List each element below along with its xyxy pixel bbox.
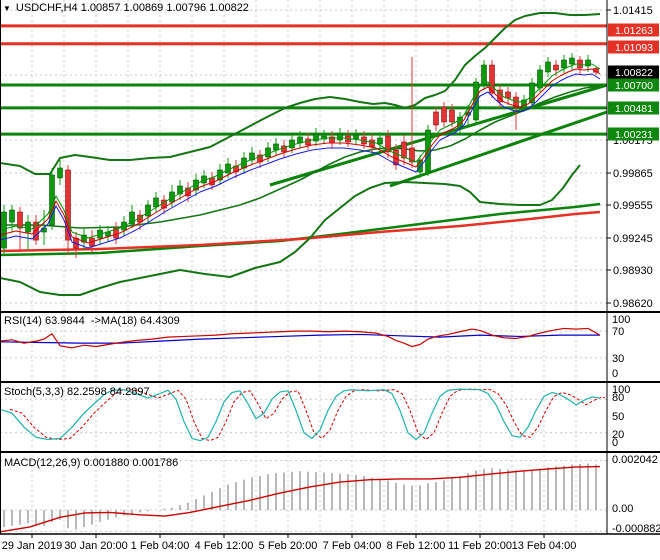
candle: [553, 64, 559, 71]
svg-text:50: 50: [612, 411, 624, 423]
macd-indicator-label: MACD(12,26,9) 0.001880 0.001786: [4, 457, 179, 469]
svg-text:0.98620: 0.98620: [613, 298, 653, 310]
candle: [561, 59, 567, 69]
candle: [17, 211, 23, 229]
candle: [193, 179, 199, 191]
svg-text:1.00822: 1.00822: [615, 67, 653, 79]
svg-text:30 Jan 20:00: 30 Jan 20:00: [64, 540, 128, 552]
candle: [1, 211, 7, 249]
candle: [353, 134, 359, 140]
candle: [585, 59, 591, 67]
price-badge-current: [608, 65, 659, 79]
svg-text:0: 0: [612, 437, 618, 449]
stoch-indicator-label: Stoch(5,3,3) 82.2598 84.2897: [4, 386, 150, 398]
candle: [153, 197, 159, 208]
svg-text:7 Feb 04:00: 7 Feb 04:00: [323, 540, 382, 552]
svg-text:80: 80: [612, 392, 624, 404]
symbol-title-bar: ▼ USDCHF,H4 1.00857 1.00869 1.00796 1.00…: [3, 2, 249, 15]
svg-text:1.01415: 1.01415: [613, 5, 653, 17]
candle: [505, 91, 511, 99]
candle: [337, 133, 343, 141]
candle: [481, 64, 487, 86]
candle: [129, 211, 135, 225]
candle: [537, 69, 543, 89]
candle: [25, 221, 31, 233]
rsi-panel: [0, 327, 601, 349]
candle: [433, 111, 439, 126]
slow-moving-averages: [0, 202, 601, 257]
svg-text:13 Feb 04:00: 13 Feb 04:00: [512, 540, 577, 552]
stoch-panel: [0, 388, 606, 442]
price-badge-resistance: [608, 23, 659, 37]
fast-moving-averages: [0, 63, 601, 249]
price-axis: 1.014151.001750.998650.995550.992450.989…: [607, 5, 660, 535]
candle: [33, 221, 39, 241]
svg-text:1.01093: 1.01093: [615, 42, 653, 54]
candle: [489, 64, 495, 94]
svg-text:8 Feb 12:00: 8 Feb 12:00: [387, 540, 446, 552]
candle: [417, 159, 423, 173]
candle: [145, 204, 151, 217]
candle: [401, 141, 407, 159]
svg-text:0.002042: 0.002042: [612, 454, 658, 466]
candle: [449, 109, 455, 123]
svg-text:70: 70: [612, 326, 624, 338]
candle: [369, 139, 375, 148]
candle: [273, 143, 279, 151]
svg-text:1 Feb 04:00: 1 Feb 04:00: [131, 540, 190, 552]
candle: [313, 133, 319, 142]
svg-text:1.01263: 1.01263: [615, 25, 653, 37]
candle: [377, 137, 383, 145]
svg-text:0.99865: 0.99865: [613, 168, 653, 180]
candle: [409, 147, 415, 163]
svg-text:100: 100: [612, 314, 630, 326]
svg-text:0.00: 0.00: [612, 503, 633, 515]
svg-text:30: 30: [612, 353, 624, 365]
candle: [57, 167, 63, 179]
macd-panel: [0, 463, 601, 533]
candle: [385, 135, 391, 153]
rsi-indicator-label: RSI(14) 63.9844 ->MA(18) 64.4309: [4, 315, 180, 327]
trendlines: [269, 83, 608, 188]
svg-text:11 Feb 20:00: 11 Feb 20:00: [448, 540, 512, 552]
candle: [9, 209, 15, 223]
symbol-ohlc-text: USDCHF,H4 1.00857 1.00869 1.00796 1.0082…: [15, 2, 249, 14]
svg-text:0.98930: 0.98930: [613, 265, 653, 277]
svg-text:100: 100: [612, 384, 630, 396]
candle: [169, 191, 175, 203]
price-badge-support: [608, 78, 659, 92]
panel-borders: [0, 0, 660, 535]
svg-text:0: 0: [612, 368, 618, 380]
symbol-dropdown-icon[interactable]: ▼: [3, 4, 11, 13]
svg-text:20: 20: [612, 429, 624, 441]
price-badge-support: [608, 127, 659, 141]
svg-text:4 Feb 12:00: 4 Feb 12:00: [195, 540, 254, 552]
svg-text:0.99555: 0.99555: [613, 200, 653, 212]
candle: [225, 163, 231, 174]
svg-text:5 Feb 20:00: 5 Feb 20:00: [259, 540, 318, 552]
candle: [569, 57, 575, 65]
svg-text:1.00700: 1.00700: [615, 80, 653, 92]
svg-text:1.00231: 1.00231: [615, 129, 653, 141]
candle: [289, 139, 295, 149]
candle: [441, 106, 447, 123]
candle: [81, 234, 87, 243]
candle: [177, 185, 183, 195]
price-badge-resistance: [608, 40, 659, 54]
price-badge-support: [608, 101, 659, 115]
candle: [473, 81, 479, 121]
candle: [65, 169, 71, 241]
candle: [297, 136, 303, 144]
svg-text:0.99245: 0.99245: [613, 233, 653, 245]
candle: [545, 61, 551, 73]
time-axis: 29 Jan 2019 30 Jan 20:00 1 Feb 04:00 4 Feb …: [2, 534, 577, 552]
svg-text:-0.000882: -0.000882: [612, 523, 660, 535]
svg-text:29 Jan 2019: 29 Jan 2019: [2, 540, 63, 552]
svg-text:1.00481: 1.00481: [615, 103, 653, 115]
